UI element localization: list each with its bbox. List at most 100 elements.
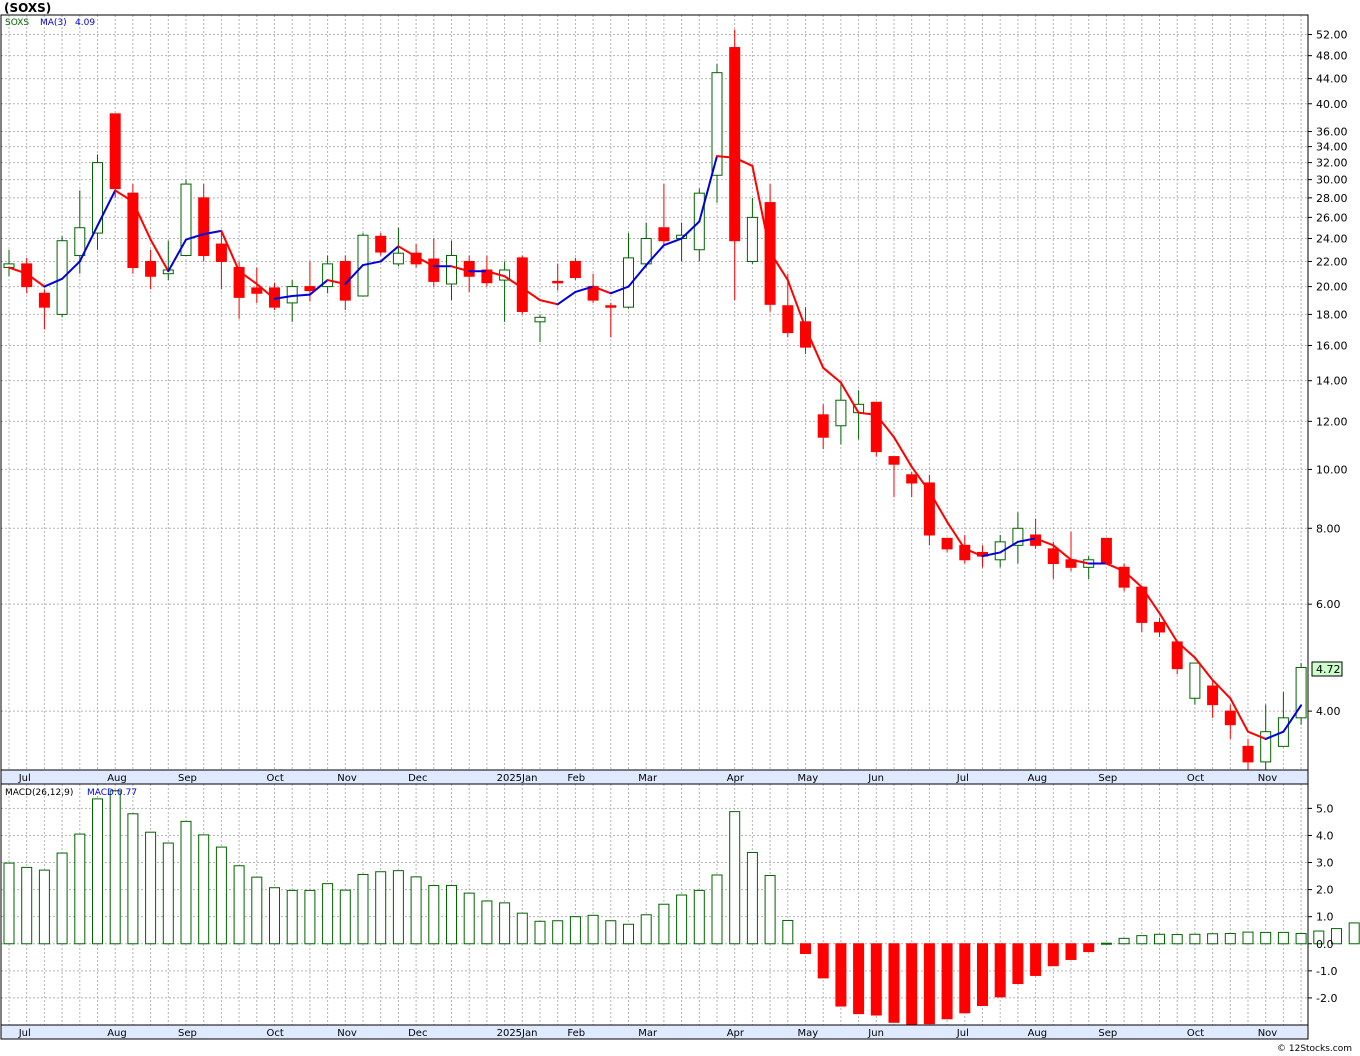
macd-legend: MACD(26,12,9) MACD:0.77 <box>5 788 137 798</box>
ma-segment <box>238 270 258 285</box>
candle-body <box>127 192 139 269</box>
month-label-macd: May <box>798 1028 819 1039</box>
macd-bar <box>198 834 210 945</box>
month-label-macd: Oct <box>1187 1028 1204 1039</box>
candle-body <box>304 286 316 292</box>
macd-bar <box>959 943 971 1014</box>
macd-bar <box>463 892 475 945</box>
price-tick-label: 28.00 <box>1316 192 1348 205</box>
macd-bar <box>1030 943 1042 976</box>
ma-segment <box>114 189 134 203</box>
month-label-macd: Aug <box>107 1028 127 1039</box>
candle <box>623 233 634 309</box>
price-tick-label: 22.00 <box>1316 255 1348 268</box>
candle <box>1189 662 1201 705</box>
macd-bar <box>304 889 316 945</box>
candle-body <box>782 305 794 334</box>
candle-body <box>800 321 811 348</box>
macd-bar <box>269 887 280 945</box>
candle-body <box>923 482 935 536</box>
candle <box>835 384 847 445</box>
candle <box>1154 617 1165 637</box>
candle-body <box>145 260 157 277</box>
candle <box>215 233 227 290</box>
candle-body <box>233 267 245 298</box>
macd-bar <box>109 790 121 945</box>
candle <box>1100 537 1112 565</box>
month-label: Feb <box>567 773 585 784</box>
ma-segment <box>1158 612 1179 643</box>
macd-bar <box>1171 934 1183 945</box>
candle-body <box>994 541 1006 561</box>
ma-segment <box>627 264 648 288</box>
ma-segment <box>910 465 931 493</box>
ma-segment <box>539 299 559 306</box>
candle <box>569 257 581 281</box>
ma-segment <box>1176 640 1196 659</box>
price-tick-label: 32.00 <box>1316 157 1348 170</box>
ma-segment <box>928 490 949 523</box>
candle <box>446 240 457 301</box>
ma-segment <box>202 229 223 236</box>
macd-bar <box>782 919 794 945</box>
candle-body <box>375 235 387 253</box>
price-tick-label: 52.00 <box>1316 29 1348 42</box>
legend-symbol: SOXS <box>5 18 29 28</box>
candle-body <box>1295 666 1307 719</box>
macd-bar <box>1136 935 1148 945</box>
macd-bar <box>923 943 935 1025</box>
candle <box>127 184 139 274</box>
candle <box>941 537 953 553</box>
month-label: Oct <box>1187 773 1204 784</box>
price-tick-label: 36.00 <box>1316 126 1348 139</box>
candle-body <box>569 260 581 279</box>
macd-bar <box>640 914 652 945</box>
candle <box>1260 704 1272 770</box>
macd-bar <box>38 869 50 945</box>
candle-body <box>92 162 103 234</box>
candle-body <box>1100 537 1112 565</box>
ma-segment <box>680 220 701 240</box>
macd-bar <box>1242 931 1254 945</box>
price-tick-label: 48.00 <box>1316 50 1348 63</box>
ma-segment <box>149 238 170 273</box>
ma-segment <box>751 164 772 254</box>
candle <box>1012 512 1024 564</box>
candle <box>994 534 1006 568</box>
candle-body <box>215 243 227 262</box>
candle <box>145 249 157 290</box>
month-label-macd: Jun <box>867 1028 884 1039</box>
ma-segment <box>999 540 1019 554</box>
candle-body <box>941 537 953 550</box>
price-tick-label: 26.00 <box>1316 211 1348 224</box>
candle-body <box>251 287 263 294</box>
macd-bar <box>658 903 670 945</box>
macd-bar <box>286 889 298 945</box>
candle <box>729 29 741 301</box>
ma-segment <box>574 285 595 293</box>
candle-body <box>21 263 33 288</box>
ma-segment <box>893 436 913 468</box>
ma-segment <box>326 279 347 285</box>
month-label: Mar <box>638 773 658 784</box>
price-tick-label: 6.00 <box>1316 598 1341 611</box>
candle-body <box>534 316 546 323</box>
ma-segment <box>78 224 99 263</box>
ma-segment <box>946 520 966 550</box>
legend-ma-value: 4.09 <box>75 18 95 28</box>
ma-segment <box>1193 656 1214 682</box>
macd-bar <box>1331 928 1342 945</box>
candle-body <box>198 197 210 257</box>
price-tick-label: 44.00 <box>1316 73 1348 86</box>
candle-body <box>392 252 404 265</box>
ma-segment <box>769 251 789 282</box>
macd-bar <box>392 870 404 945</box>
candle-body <box>1260 731 1272 763</box>
ma-segment <box>415 255 435 268</box>
ma-segment <box>963 547 984 558</box>
macd-bar <box>800 943 811 955</box>
candle <box>1295 663 1307 725</box>
ma-segment <box>1247 730 1267 740</box>
macd-panel: -2.0 -1.0 0.0 1.0 2.0 3.0 4.0 5.0 <box>0 783 1360 1026</box>
